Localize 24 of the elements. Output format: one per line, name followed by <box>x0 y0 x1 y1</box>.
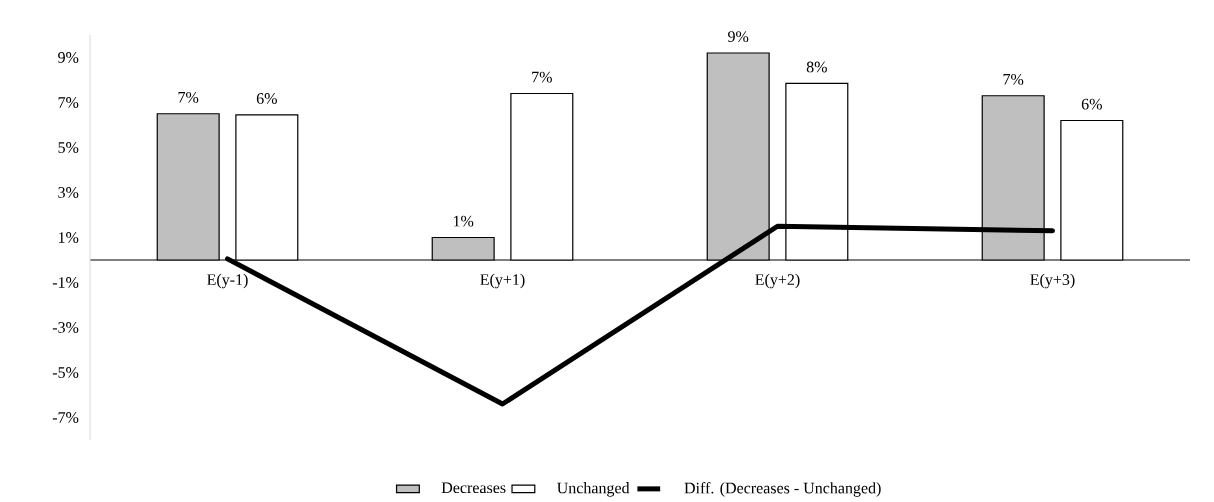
y-tick-label: -1% <box>52 277 79 288</box>
y-tick-label: -5% <box>52 367 79 378</box>
x-tick-label: E(y+3) <box>1030 273 1075 289</box>
data-label: 6% <box>256 93 277 104</box>
data-label: 1% <box>453 215 474 227</box>
y-tick-label: 1% <box>58 232 79 243</box>
y-tick-label: 9% <box>58 52 79 63</box>
y-tick-label: 7% <box>58 97 79 108</box>
y-tick-label: 3% <box>58 187 79 198</box>
x-tick-label: E(y+2) <box>755 273 800 289</box>
y-tick-label: -7% <box>52 412 79 423</box>
x-tick-label: E(y+1) <box>480 273 525 289</box>
data-label: 9% <box>728 31 749 43</box>
data-label: 7% <box>532 71 552 83</box>
legend-label: Diff. (Decreases - Unchanged) <box>684 482 881 497</box>
legend-label: Decreases <box>441 482 506 494</box>
data-label: 7% <box>1003 73 1024 85</box>
legend-label: Unchanged <box>557 482 630 497</box>
data-label: 7% <box>178 91 199 103</box>
x-tick-label: E(y-1) <box>207 273 248 289</box>
data-label: 8% <box>806 61 827 73</box>
data-label: 6% <box>1081 98 1102 110</box>
y-tick-label: 5% <box>58 142 79 153</box>
y-tick-label: -3% <box>52 322 79 333</box>
